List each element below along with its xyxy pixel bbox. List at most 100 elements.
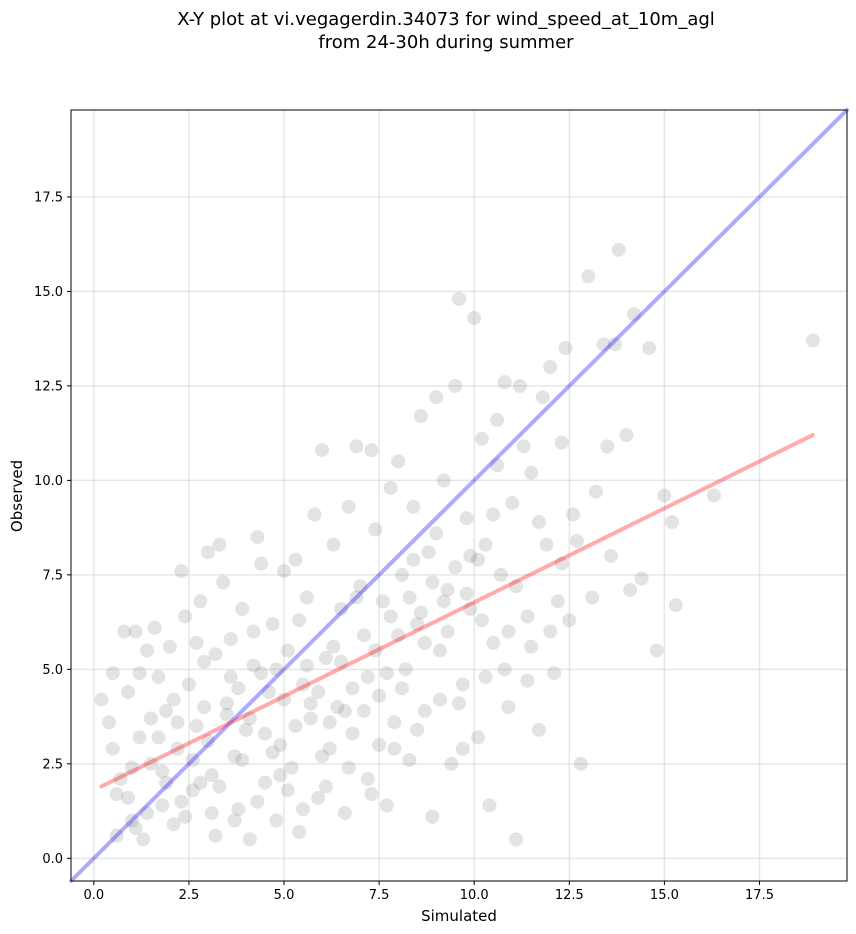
scatter-point-156: [349, 590, 364, 605]
scatter-point-214: [296, 802, 311, 817]
scatter-point-80: [402, 753, 417, 768]
scatter-point-103: [490, 458, 505, 473]
scatter-point-94: [455, 677, 470, 692]
scatter-point-167: [474, 613, 489, 628]
scatter-point-126: [626, 307, 641, 322]
scatter-point-224: [524, 639, 539, 654]
scatter-point-0: [94, 692, 109, 707]
scatter-point-25: [193, 594, 208, 609]
y-axis-label: Observed: [8, 460, 26, 532]
scatter-point-131: [665, 514, 680, 529]
scatter-point-82: [410, 617, 425, 631]
scatter-point-170: [509, 579, 524, 594]
scatter-point-232: [535, 390, 550, 405]
scatter-point-175: [124, 760, 139, 775]
scatter-point-153: [315, 749, 330, 764]
scatter-point-2: [105, 666, 120, 681]
scatter-point-217: [364, 787, 379, 802]
scatter-point-105: [497, 375, 512, 390]
scatter-point-24: [189, 719, 204, 734]
scatter-point-74: [379, 798, 394, 813]
scatter-point-221: [455, 741, 470, 756]
scatter-point-208: [174, 794, 189, 809]
scatter-point-85: [421, 545, 436, 560]
scatter-point-172: [531, 514, 546, 529]
scatter-point-130: [657, 488, 672, 503]
scatter-point-134: [805, 333, 820, 348]
scatter-point-121: [596, 337, 611, 352]
x-tick-label-7: 17.5: [745, 888, 774, 903]
x-tick-label-4: 10.0: [460, 888, 489, 903]
scatter-point-3: [109, 828, 124, 843]
y-tick-label-7: 17.5: [34, 190, 63, 205]
scatter-point-8: [128, 624, 143, 639]
scatter-point-84: [417, 703, 432, 718]
scatter-point-218: [387, 741, 402, 756]
scatter-point-27: [200, 545, 215, 560]
scatter-point-197: [391, 628, 406, 643]
scatter-point-107: [505, 496, 520, 511]
scatter-point-233: [554, 435, 569, 450]
scatter-point-133: [706, 488, 721, 503]
scatter-point-204: [471, 552, 486, 567]
scatter-point-4: [113, 771, 128, 786]
y-tick-label-4: 10.0: [34, 474, 63, 489]
scatter-point-158: [372, 737, 387, 752]
scatter-point-114: [543, 360, 558, 374]
scatter-point-39: [246, 658, 261, 673]
scatter-point-181: [208, 647, 223, 662]
scatter-point-136: [121, 790, 136, 805]
scatter-point-19: [170, 741, 185, 756]
scatter-point-168: [486, 507, 501, 522]
scatter-point-62: [334, 601, 349, 616]
scatter-point-1: [102, 715, 117, 730]
scatter-point-212: [250, 794, 265, 809]
scatter-point-166: [463, 548, 478, 563]
scatter-point-211: [227, 813, 242, 828]
chart-title-line-2: from 24-30h during summer: [318, 32, 574, 53]
scatter-point-32: [219, 696, 234, 711]
scatter-point-31: [216, 575, 231, 590]
x-tick-label-6: 15.0: [650, 888, 679, 903]
scatter-point-190: [311, 685, 326, 700]
scatter-point-69: [360, 771, 375, 786]
scatter-point-5: [117, 624, 132, 639]
scatter-point-10: [136, 832, 151, 847]
scatter-point-52: [296, 677, 311, 692]
scatter-point-54: [303, 711, 318, 726]
y-tick-label-5: 12.5: [34, 379, 63, 394]
scatter-point-113: [539, 537, 554, 552]
scatter-point-37: [238, 722, 253, 737]
scatter-point-164: [440, 624, 455, 639]
scatter-point-102: [486, 635, 501, 650]
scatter-point-87: [429, 390, 444, 405]
scatter-point-213: [273, 768, 288, 783]
scatter-point-51: [292, 824, 307, 839]
y-tick-label-3: 7.5: [42, 568, 63, 583]
scatter-point-98: [471, 730, 486, 745]
scatter-point-226: [562, 613, 577, 628]
scatter-point-195: [368, 643, 383, 658]
scatter-point-194: [356, 703, 371, 718]
scatter-point-199: [413, 605, 428, 620]
scatter-point-55: [307, 507, 322, 522]
scatter-point-53: [299, 590, 314, 605]
scatter-point-125: [619, 428, 634, 443]
scatter-point-71: [368, 522, 383, 537]
scatter-point-26: [197, 654, 212, 669]
scatter-point-178: [170, 715, 185, 730]
scatter-point-42: [258, 775, 272, 790]
scatter-point-93: [452, 291, 466, 306]
scatter-point-100: [478, 537, 493, 552]
scatter-point-227: [569, 533, 584, 548]
scatter-point-38: [242, 832, 257, 847]
scatter-point-64: [341, 499, 356, 514]
scatter-point-163: [429, 526, 444, 541]
scatter-point-141: [178, 809, 193, 824]
scatter-point-127: [634, 571, 649, 586]
x-tick-label-2: 5.0: [274, 888, 295, 903]
scatter-point-111: [524, 465, 539, 480]
scatter-point-18: [166, 817, 181, 832]
scatter-point-46: [273, 737, 288, 752]
